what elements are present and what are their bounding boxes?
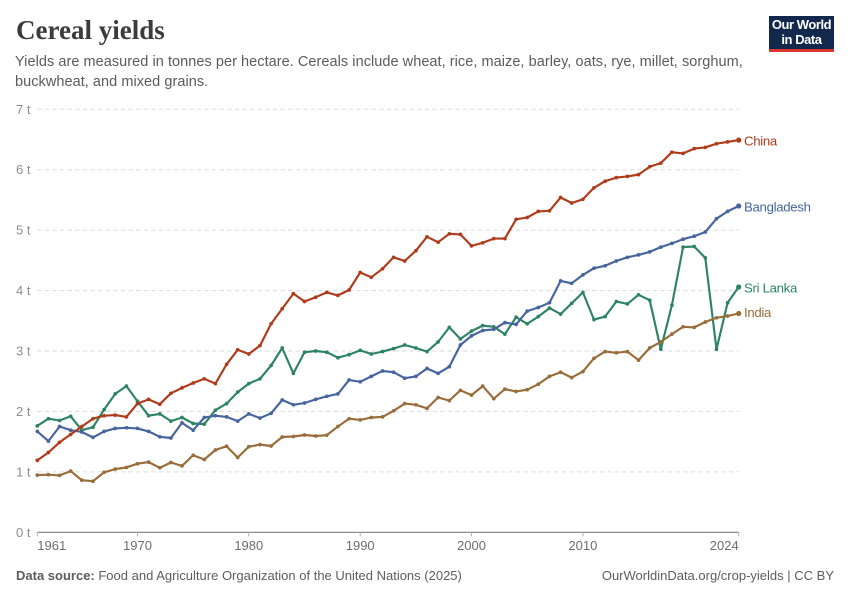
svg-text:3 t: 3 t — [16, 344, 31, 359]
svg-text:Bangladesh: Bangladesh — [744, 200, 811, 215]
svg-text:2000: 2000 — [457, 538, 486, 553]
svg-text:4 t: 4 t — [16, 283, 31, 298]
svg-text:7 t: 7 t — [16, 102, 31, 117]
svg-text:1961: 1961 — [37, 538, 66, 553]
svg-text:5 t: 5 t — [16, 223, 31, 238]
svg-text:Sri Lanka: Sri Lanka — [744, 281, 798, 296]
svg-text:1990: 1990 — [346, 538, 375, 553]
svg-text:6 t: 6 t — [16, 162, 31, 177]
svg-text:1980: 1980 — [234, 538, 263, 553]
svg-text:0 t: 0 t — [16, 525, 31, 540]
svg-text:1970: 1970 — [123, 538, 152, 553]
svg-text:India: India — [744, 305, 772, 320]
svg-text:China: China — [744, 134, 778, 149]
svg-text:2 t: 2 t — [16, 404, 31, 419]
svg-text:2024: 2024 — [710, 538, 739, 553]
svg-text:2010: 2010 — [568, 538, 597, 553]
svg-text:1 t: 1 t — [16, 464, 31, 479]
